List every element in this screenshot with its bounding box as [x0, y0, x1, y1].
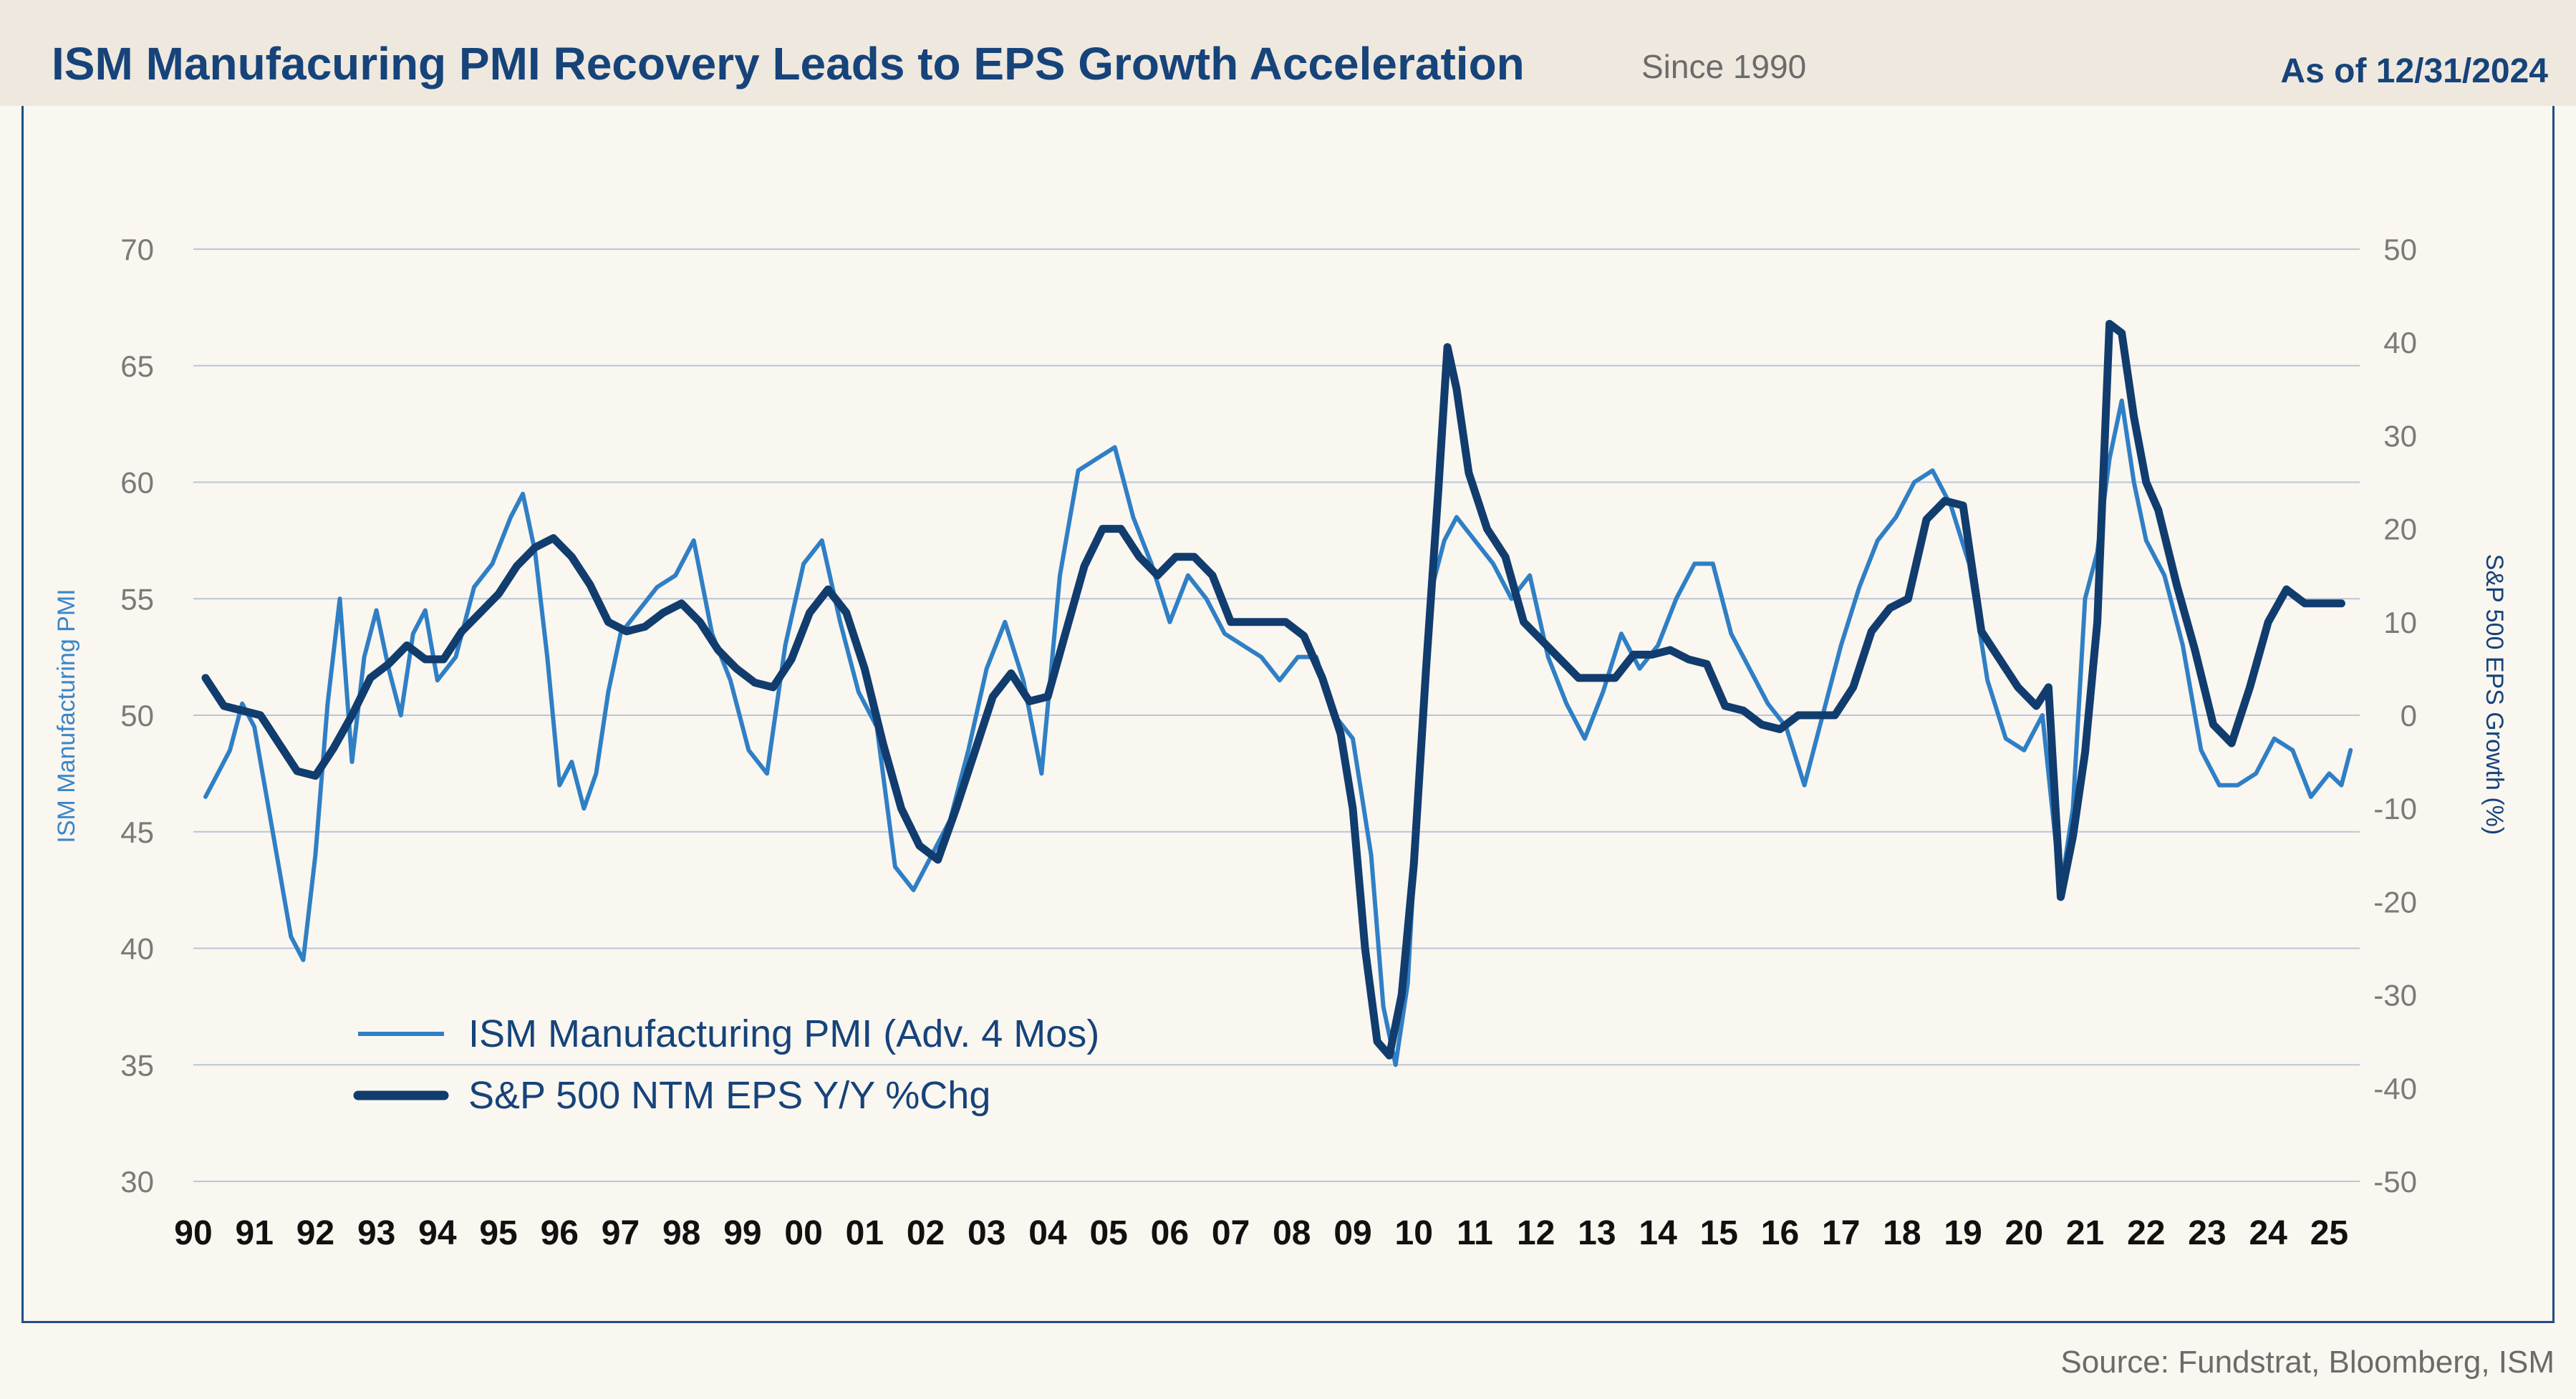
legend: ISM Manufacturing PMI (Adv. 4 Mos) S&P 5…: [353, 1012, 1099, 1117]
left-axis-title: ISM Manufacturing PMI: [53, 589, 80, 843]
x-tick-label: 14: [1639, 1214, 1677, 1252]
left-tick-label: 60: [120, 466, 154, 500]
right-tick-label: 40: [2383, 326, 2417, 359]
x-tick-label: 99: [723, 1214, 761, 1252]
left-tick-label: 40: [120, 932, 154, 966]
x-tick-label: 24: [2249, 1214, 2287, 1252]
x-tick-label: 00: [784, 1214, 822, 1252]
left-tick-label: 50: [120, 699, 154, 732]
x-tick-label: 05: [1089, 1214, 1127, 1252]
chart-frame: [21, 106, 2555, 1323]
left-tick-label: 70: [120, 233, 154, 266]
left-tick-label: 55: [120, 582, 154, 616]
source-note: Source: Fundstrat, Bloomberg, ISM: [2060, 1345, 2555, 1380]
x-tick-label: 22: [2127, 1214, 2165, 1252]
x-tick-label: 10: [1395, 1214, 1433, 1252]
x-tick-label: 97: [602, 1214, 640, 1252]
x-tick-label: 98: [662, 1214, 700, 1252]
x-axis-ticks: 90 91 92 93 94 95 96 97 98 99 00 01 02 03 04 05 06 07 08 09…: [174, 1214, 2348, 1252]
x-tick-label: 23: [2188, 1214, 2226, 1252]
x-tick-label: 95: [479, 1214, 517, 1252]
gridlines: [193, 248, 2360, 1182]
x-tick-label: 03: [968, 1214, 1005, 1252]
x-tick-label: 08: [1273, 1214, 1311, 1252]
right-tick-label: -30: [2373, 979, 2417, 1012]
right-axis-ticks: 50 40 30 20 10 0 -10 -20 -30 -40 -50: [2373, 233, 2417, 1199]
right-tick-label: -40: [2373, 1072, 2417, 1105]
series-line-eps: [201, 319, 2345, 1060]
x-tick-label: 25: [2310, 1214, 2348, 1252]
legend-pmi-label: ISM Manufacturing PMI (Adv. 4 Mos): [468, 1012, 1099, 1055]
right-tick-label: 50: [2383, 233, 2417, 266]
x-tick-label: 94: [418, 1214, 457, 1252]
x-tick-label: 11: [1457, 1214, 1493, 1252]
left-axis-ticks: 70 65 60 55 50 45 40 35 30: [120, 233, 154, 1199]
x-tick-label: 20: [2005, 1214, 2043, 1252]
as-of-date: As of 12/31/2024: [2280, 52, 2548, 90]
chart-title: ISM Manufacuring PMI Recovery Leads to E…: [52, 38, 1525, 89]
x-tick-label: 16: [1761, 1214, 1799, 1252]
x-tick-label: 90: [174, 1214, 212, 1252]
x-tick-label: 17: [1822, 1214, 1860, 1252]
left-tick-label: 45: [120, 815, 154, 849]
right-axis-title: S&P 500 EPS Growth (%): [2481, 554, 2508, 835]
right-tick-label: 10: [2383, 606, 2417, 639]
legend-eps-label: S&P 500 NTM EPS Y/Y %Chg: [468, 1074, 990, 1117]
x-tick-label: 01: [846, 1214, 884, 1252]
x-tick-label: 92: [296, 1214, 334, 1252]
x-tick-label: 19: [1944, 1214, 1982, 1252]
x-tick-label: 07: [1212, 1214, 1250, 1252]
x-tick-label: 15: [1700, 1214, 1738, 1252]
x-tick-label: 96: [541, 1214, 579, 1252]
series-line-pmi: [203, 398, 2353, 1068]
left-tick-label: 65: [120, 349, 154, 383]
x-tick-label: 13: [1578, 1214, 1616, 1252]
x-tick-label: 02: [907, 1214, 945, 1252]
right-tick-label: 20: [2383, 513, 2417, 546]
left-tick-label: 30: [120, 1165, 154, 1199]
left-tick-label: 35: [120, 1048, 154, 1082]
right-tick-label: 30: [2383, 419, 2417, 452]
x-tick-label: 21: [2066, 1214, 2104, 1252]
x-tick-label: 04: [1028, 1214, 1067, 1252]
right-tick-label: -20: [2373, 885, 2417, 919]
x-tick-label: 18: [1883, 1214, 1921, 1252]
chart-subtitle: Since 1990: [1641, 48, 1807, 85]
right-tick-label: -50: [2373, 1165, 2417, 1199]
x-tick-label: 12: [1517, 1214, 1555, 1252]
series-lines: [201, 319, 2353, 1068]
right-tick-label: 0: [2401, 699, 2417, 732]
right-tick-label: -10: [2373, 792, 2417, 826]
x-tick-label: 06: [1151, 1214, 1189, 1252]
x-tick-label: 93: [357, 1214, 395, 1252]
x-tick-label: 09: [1333, 1214, 1371, 1252]
x-tick-label: 91: [236, 1214, 274, 1252]
header-bar: [0, 0, 2576, 106]
